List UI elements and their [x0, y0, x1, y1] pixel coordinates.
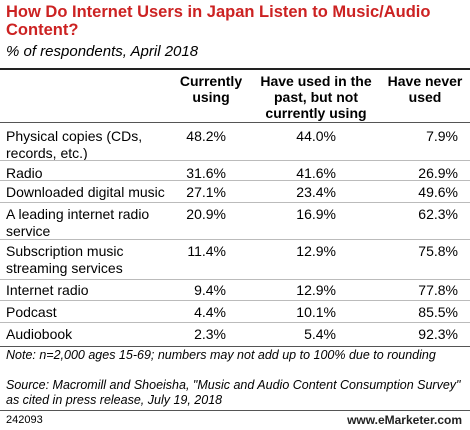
row-label: Audiobook [6, 326, 73, 342]
row-separator [0, 239, 470, 240]
row-label: Radio [6, 165, 43, 181]
row-value: 85.5% [418, 304, 458, 320]
row-separator [0, 202, 470, 203]
row-value: 27.1% [186, 184, 226, 200]
row-value: 5.4% [304, 326, 336, 342]
row-label: Internet radio [6, 282, 89, 298]
row-label: Downloaded digital music [6, 184, 165, 200]
row-value: 75.8% [418, 243, 458, 259]
row-value: 20.9% [186, 206, 226, 222]
row-separator [0, 160, 470, 161]
column-header-used-in-past: Have used in the past, but not currently… [260, 73, 372, 121]
row-value: 62.3% [418, 206, 458, 222]
chart-id: 242093 [6, 414, 43, 426]
row-value: 77.8% [418, 282, 458, 298]
row-separator [0, 180, 470, 181]
emarketer-logo: www.eMarketer.com [347, 413, 462, 427]
row-label: Physical copies (CDs, records, etc.) [6, 128, 143, 161]
row-value: 9.4% [194, 282, 226, 298]
chart-subtitle: % of respondents, April 2018 [6, 43, 199, 60]
row-label: Podcast [6, 304, 57, 320]
row-value: 7.9% [426, 128, 458, 144]
row-value: 48.2% [186, 128, 226, 144]
row-separator [0, 322, 470, 323]
row-value: 49.6% [418, 184, 458, 200]
row-value: 92.3% [418, 326, 458, 342]
row-value: 2.3% [194, 326, 226, 342]
row-value: 44.0% [296, 128, 336, 144]
header-top-rule [0, 68, 470, 70]
row-value: 41.6% [296, 165, 336, 181]
column-header-never-used: Have never used [387, 73, 463, 105]
row-value: 10.1% [296, 304, 336, 320]
table-bottom-rule [0, 346, 470, 347]
row-value: 16.9% [296, 206, 336, 222]
footer-rule [0, 410, 470, 411]
row-label: A leading internet radio service [6, 206, 150, 239]
chart-note: Note: n=2,000 ages 15-69; numbers may no… [6, 348, 436, 362]
row-value: 26.9% [418, 165, 458, 181]
row-value: 4.4% [194, 304, 226, 320]
chart-source: Source: Macromill and Shoeisha, "Music a… [6, 378, 461, 407]
row-value: 12.9% [296, 282, 336, 298]
row-value: 12.9% [296, 243, 336, 259]
header-bottom-rule [0, 122, 470, 123]
chart-title: How Do Internet Users in Japan Listen to… [6, 3, 431, 39]
column-header-currently-using: Currently using [179, 73, 243, 105]
row-value: 11.4% [187, 243, 226, 259]
row-label: Subscription music streaming services [6, 243, 124, 276]
row-value: 23.4% [296, 184, 336, 200]
row-separator [0, 279, 470, 280]
row-value: 31.6% [186, 165, 226, 181]
row-separator [0, 300, 470, 301]
